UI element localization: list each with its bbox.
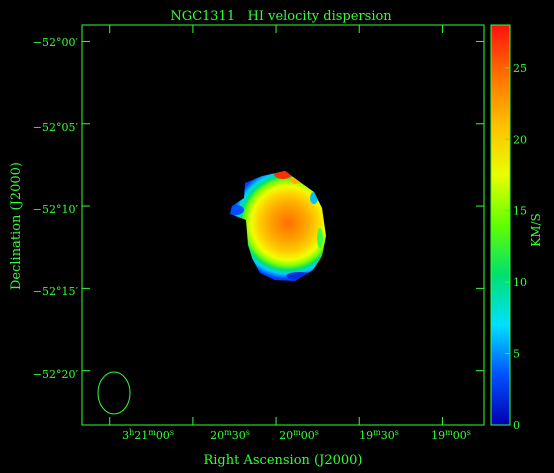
x-tick-label: 3h21m00s [122, 428, 174, 443]
colorbar-tick-label: 10 [513, 276, 527, 289]
colorbar-frame [490, 24, 511, 426]
y-tick-label: −52°05′ [33, 121, 79, 134]
colorbar-tick-label: 0 [513, 419, 520, 432]
beam-ellipse [97, 371, 131, 415]
y-tick-label: −52°15′ [33, 285, 79, 298]
colorbar-ticks: 0 5 10 15 20 25 [505, 62, 527, 432]
colorbar-tick-label: 15 [513, 205, 527, 218]
colorbar-tick-label: 20 [513, 133, 527, 146]
x-tick-label: 19m00s [431, 428, 471, 443]
x-tick-label: 20m30s [210, 428, 250, 443]
colorbar: 0 5 10 15 20 25 [490, 24, 527, 432]
chart-title: NGC1311 HI velocity dispersion [170, 9, 392, 24]
y-tick-label: −52°20′ [33, 368, 79, 381]
y-axis-label: Declination (J2000) [9, 162, 24, 290]
x-axis-label: Right Ascension (J2000) [203, 453, 362, 468]
x-tick-label: 19m30s [359, 428, 399, 443]
x-tick-label: 20m00s [279, 428, 319, 443]
x-axis-ticks: 3h21m00s 20m30s 20m00s 19m30s 19m00s [109, 25, 471, 443]
colorbar-label: KM/S [529, 213, 543, 247]
y-tick-label: −52°00′ [33, 36, 79, 49]
y-tick-label: −52°10′ [33, 203, 79, 216]
y-axis-ticks: −52°00′ −52°05′ −52°10′ −52°15′ −52°20′ [33, 36, 484, 381]
colorbar-tick-label: 25 [513, 62, 527, 75]
colorbar-tick-label: 5 [513, 348, 520, 361]
colorbar-gradient [491, 25, 510, 425]
